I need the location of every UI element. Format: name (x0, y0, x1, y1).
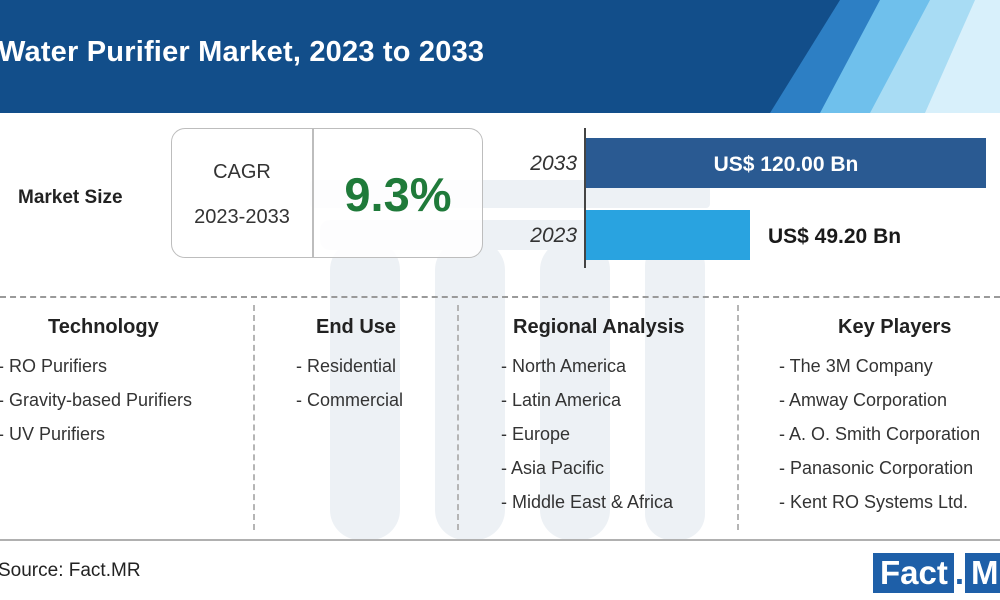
logo-text-dot: . (953, 553, 966, 593)
bar (586, 210, 750, 260)
bar-value-label: US$ 120.00 Bn (714, 153, 859, 176)
factmr-logo: Fact . MR (873, 553, 1000, 593)
list-item: - Latin America (501, 390, 622, 410)
key-players-list: - The 3M Company - Amway Corporation - A… (779, 349, 980, 519)
cagr-divider (312, 129, 314, 257)
column-divider-2 (457, 305, 459, 530)
column-heading: End Use (316, 316, 397, 338)
list-item: - Middle East & Africa (501, 492, 674, 512)
logo-text-end: MR (965, 553, 1000, 593)
category-label: 2023 (529, 224, 577, 247)
source-note: Source: Fact.MR (0, 560, 141, 581)
bar-value-label: US$ 49.20 Bn (768, 225, 901, 248)
regional-analysis-list: - North America - Latin America - Europe… (501, 349, 673, 519)
page-title: Water Purifier Market, 2023 to 2033 (0, 36, 485, 68)
list-item: - Panasonic Corporation (779, 458, 974, 478)
section-divider-top (0, 296, 1000, 298)
column-heading: Key Players (838, 316, 952, 338)
list-item: - Asia Pacific (501, 458, 605, 478)
list-item: - Europe (501, 424, 571, 444)
end-use-column: End Use (316, 316, 396, 348)
list-item: - RO Purifiers (0, 356, 108, 376)
list-item: - Kent RO Systems Ltd. (779, 492, 969, 512)
list-item: - Amway Corporation (779, 390, 948, 410)
market-size-label: Market Size (18, 187, 123, 208)
list-item: - Residential (296, 356, 397, 376)
category-label: 2033 (529, 152, 577, 175)
cagr-label: CAGR (213, 161, 271, 183)
column-divider-1 (253, 305, 255, 530)
list-item: - The 3M Company (779, 356, 933, 376)
end-use-list: - Residential - Commercial (296, 349, 403, 417)
column-heading: Regional Analysis (513, 316, 685, 338)
header-background (0, 0, 1000, 113)
cagr-period: 2023-2033 (194, 206, 290, 228)
column-divider-3 (737, 305, 739, 530)
logo-text-main: Fact (873, 553, 954, 593)
cagr-card: CAGR 2023-2033 9.3% (171, 128, 483, 258)
list-item: - Gravity-based Purifiers (0, 390, 193, 410)
column-heading: Technology (48, 316, 159, 338)
key-players-column: Key Players (838, 316, 951, 348)
list-item: - North America (501, 356, 627, 376)
bar (586, 138, 986, 188)
list-item: - Commercial (296, 390, 404, 410)
section-divider-bottom (0, 539, 1000, 541)
technology-column: Technology (48, 316, 159, 348)
header-banner: Water Purifier Market, 2023 to 2033 (0, 0, 1000, 113)
technology-list: - RO Purifiers - Gravity-based Purifiers… (0, 349, 192, 451)
list-item: - A. O. Smith Corporation (779, 424, 981, 444)
regional-analysis-column: Regional Analysis (513, 316, 685, 348)
cagr-value: 9.3% (344, 168, 452, 221)
market-size-bar-chart: 2033 US$ 120.00 Bn 2023 US$ 49.20 Bn (529, 128, 986, 268)
list-item: - UV Purifiers (0, 424, 106, 444)
